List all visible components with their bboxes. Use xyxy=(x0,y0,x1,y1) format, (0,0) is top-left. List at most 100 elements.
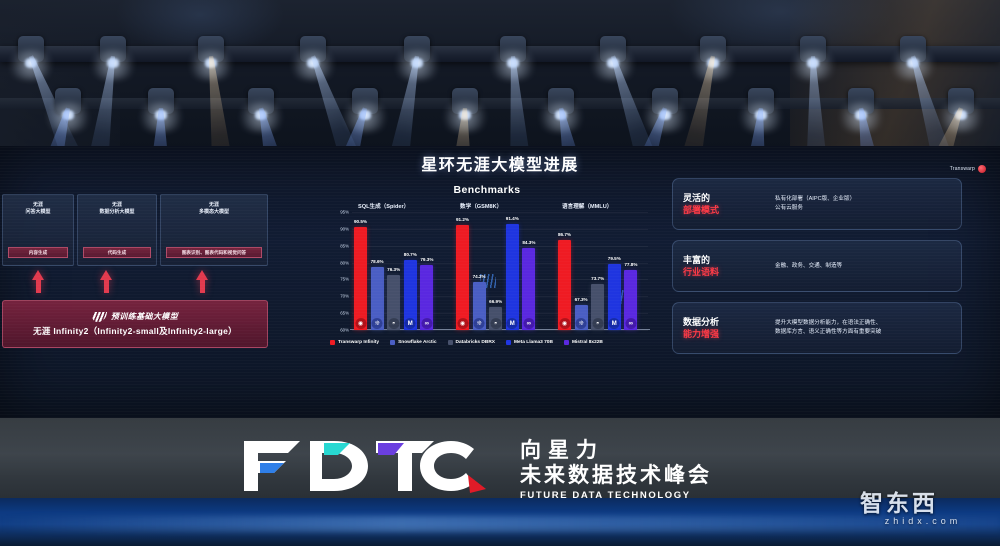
foundation-model-bar: 预训练基础大模型 无涯 Infinity2（Infinity2-small及In… xyxy=(2,300,268,348)
chart-bar: 76.3% ◓ xyxy=(387,267,400,330)
chart-y-axis: 95% 90% 85% 80% 75% 70% 65% 60% xyxy=(324,210,350,333)
databricks-icon: ◓ xyxy=(490,318,502,329)
chart-gridline xyxy=(352,245,648,247)
feature-description-line: 私有化部署（AIPC版、企业版） xyxy=(775,196,856,202)
model-card-tag: 代码生成 xyxy=(83,247,151,258)
chart-group-title: SQL生成（Spider） xyxy=(358,204,410,210)
chart-gridline xyxy=(352,228,648,230)
feature-title: 灵活的 部署模式 xyxy=(683,192,775,216)
databricks-icon: ◓ xyxy=(388,318,400,329)
meta-icon: M xyxy=(608,318,620,329)
model-card-3: 无涯 多模态大模型 图表识别、图表代码和视觉问答 xyxy=(160,194,268,266)
chart-bar-value-label: 73.7% xyxy=(591,275,605,281)
feature-title-line2: 部署模式 xyxy=(683,205,720,215)
conference-branding: 向星力 未来数据技术峰会 FUTURE DATA TECHNOLOGY CONF… xyxy=(238,428,783,512)
chart-bar: 79.3% ∞ xyxy=(420,257,433,330)
feature-title: 数据分析 能力增强 xyxy=(683,316,775,340)
arrow-group xyxy=(2,270,268,298)
feature-card-3: 数据分析 能力增强 提升大模型数据分析能力，在语法正确性、 数据库方言、语义正确性等方… xyxy=(672,302,962,354)
feature-description-line: 数据库方言、语义正确性等方面有重要突破 xyxy=(775,329,882,335)
stage-light-halo xyxy=(286,50,340,80)
chart-bar: 91.2% ◉ xyxy=(456,217,469,330)
chart-legend-swatch xyxy=(506,339,512,345)
chart-legend-label: Snowflake Arctic xyxy=(398,339,437,345)
stage-light-halo xyxy=(934,102,988,132)
meta-icon: M xyxy=(506,318,518,329)
chart-bar: 78.6% ❊ xyxy=(371,259,384,330)
stage-light-halo xyxy=(834,102,888,132)
snowflake-icon: ❊ xyxy=(371,318,383,329)
chart-bar: 73.7% ◓ xyxy=(591,276,604,330)
chart-bar-value-label: 78.6% xyxy=(370,259,384,265)
chart-legend-item: Snowflake Arctic xyxy=(390,339,437,345)
feature-description-line: 金融、政务、交通、制造等 xyxy=(775,262,843,269)
chart-legend-swatch xyxy=(563,339,569,345)
chart-legend-label: Meta Llama3 70B xyxy=(514,339,553,345)
transwarp-logo-icon xyxy=(90,311,107,322)
chart-bar: 86.7% ◉ xyxy=(558,232,571,330)
chart-bar: 90.5% ◉ xyxy=(354,219,367,330)
corner-logo-dot-icon xyxy=(978,165,986,173)
conference-tagline: 向星力 xyxy=(520,439,604,462)
chart-bar-value-label: 66.9% xyxy=(489,298,503,304)
chart-bar-value-label: 79.5% xyxy=(607,256,621,262)
chart-bar-value-label: 91.4% xyxy=(505,216,519,222)
feature-title-line1: 数据分析 xyxy=(683,317,720,327)
stage-light-halo xyxy=(184,50,238,80)
model-card-2: 无涯 数据分析大模型 代码生成 xyxy=(77,194,157,266)
chart-legend-label: Mistral 8x22B xyxy=(571,339,603,345)
model-card-line2: 问答大模型 xyxy=(25,209,51,215)
chart-bar-value-label: 80.7% xyxy=(403,252,417,258)
stage-light-halo xyxy=(234,102,288,132)
conference-name-cn: 未来数据技术峰会 xyxy=(520,464,712,487)
chart-bar: 77.8% ∞ xyxy=(624,262,637,330)
chart-group-title: 数学（GSM8K） xyxy=(460,204,503,210)
foundation-model-heading: 预训练基础大模型 xyxy=(90,311,179,322)
chart-bar-value-label: 84.3% xyxy=(522,240,536,246)
stage-light-halo xyxy=(4,50,58,80)
stage-light-halo xyxy=(338,102,392,132)
chart-bar: 67.3% ❊ xyxy=(575,297,588,330)
stage-light-halo xyxy=(438,102,492,132)
chart-bar: 80.7% M xyxy=(404,252,417,330)
stage-light-halo xyxy=(41,102,95,132)
chart-legend-item: Meta Llama3 70B xyxy=(506,339,553,345)
feature-title-line2: 行业语料 xyxy=(683,267,720,277)
meta-icon: M xyxy=(404,318,416,329)
chart-gridline xyxy=(352,279,648,281)
chart-y-tick-label: 70% xyxy=(340,293,349,299)
lighting-truss-lower xyxy=(0,98,1000,109)
chart-bar: 84.3% ∞ xyxy=(522,240,535,330)
chart-bar: 91.4% M xyxy=(506,216,519,330)
chart-bar-value-label: 77.8% xyxy=(624,262,638,267)
chart-y-tick-label: 60% xyxy=(340,327,349,333)
mistral-icon: ∞ xyxy=(523,318,535,329)
stage-light-halo xyxy=(86,50,140,80)
mistral-icon: ∞ xyxy=(625,318,637,329)
chart-legend-swatch xyxy=(390,339,396,345)
chart-title: Benchmarks xyxy=(453,184,521,196)
stage-front-glow xyxy=(0,418,1000,478)
chart-group-title: 语言理解（MMLU） xyxy=(562,204,613,210)
feature-description: 金融、政务、交通、制造等 xyxy=(775,262,842,271)
model-card-line2: 数据分析大模型 xyxy=(99,209,135,215)
stage-light-halo xyxy=(786,50,840,80)
feature-title-line2: 能力增强 xyxy=(683,329,720,339)
chart-bar-value-label: 76.3% xyxy=(387,267,401,273)
conference-title-block: 向星力 未来数据技术峰会 FUTURE DATA TECHNOLOGY CONF… xyxy=(520,433,770,512)
led-screen: 星环无涯大模型进展 Transwarp 无涯 问答大模型 内容生成 无涯 数据分析大模型… xyxy=(0,146,1000,418)
transwarp-icon: ◉ xyxy=(355,318,366,329)
chart-y-tick-label: 85% xyxy=(340,243,349,249)
corner-logo-label: Transwarp xyxy=(949,166,975,172)
chart-bar-value-label: 74.2% xyxy=(472,274,486,280)
feature-card-2: 丰富的 行业语料 金融、政务、交通、制造等 xyxy=(672,240,962,292)
foundation-model-label: 预训练基础大模型 xyxy=(110,312,179,321)
chart-bar-value-label: 90.5% xyxy=(353,219,368,225)
mistral-icon: ∞ xyxy=(421,318,433,329)
feature-panel: 灵活的 部署模式 私有化部署（AIPC版、企业版） 公有云服务 丰富的 行业语料 金融、政务… xyxy=(672,178,990,366)
chart-legend-item: Transwarp Infinity xyxy=(330,339,379,345)
model-card-tag: 图表识别、图表代码和视觉问答 xyxy=(166,247,262,258)
stage-light-halo xyxy=(734,102,788,132)
chart-bar-value-label: 86.7% xyxy=(557,231,572,237)
